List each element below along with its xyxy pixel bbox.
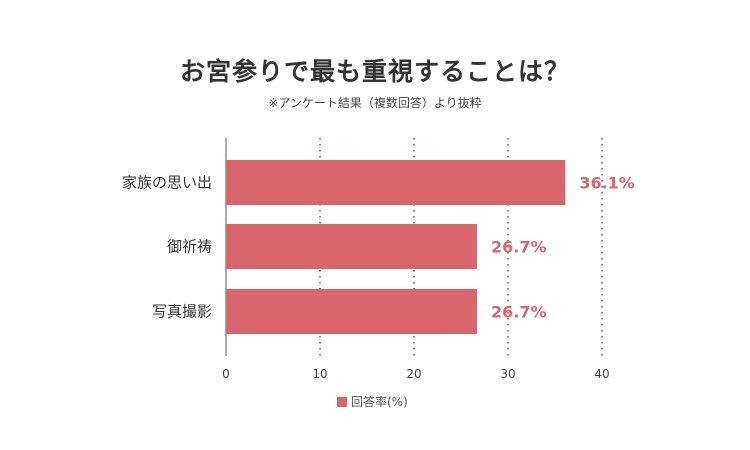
bar-0 (226, 160, 566, 205)
x-tick-label-10: 10 (312, 367, 327, 381)
legend-swatch (337, 397, 347, 407)
data-label-1: 26.7% (491, 238, 547, 257)
bar-2 (226, 289, 477, 334)
category-label-2: 写真撮影 (152, 303, 212, 321)
bar-1 (226, 224, 477, 269)
legend-label: 回答率(%) (351, 394, 408, 409)
category-label-1: 御祈祷 (167, 238, 212, 256)
data-label-0: 36.1% (579, 174, 635, 193)
x-tick-label-20: 20 (406, 367, 421, 381)
x-tick-label-30: 30 (500, 367, 515, 381)
x-tick-label-40: 40 (594, 367, 609, 381)
x-tick-label-0: 0 (222, 367, 230, 381)
category-label-0: 家族の思い出 (122, 174, 212, 192)
chart-title: お宮参りで最も重視することは？ (179, 57, 570, 86)
data-label-2: 26.7% (491, 303, 547, 322)
chart-subtitle: ※アンケート結果（複数回答）より抜粋 (268, 96, 482, 110)
